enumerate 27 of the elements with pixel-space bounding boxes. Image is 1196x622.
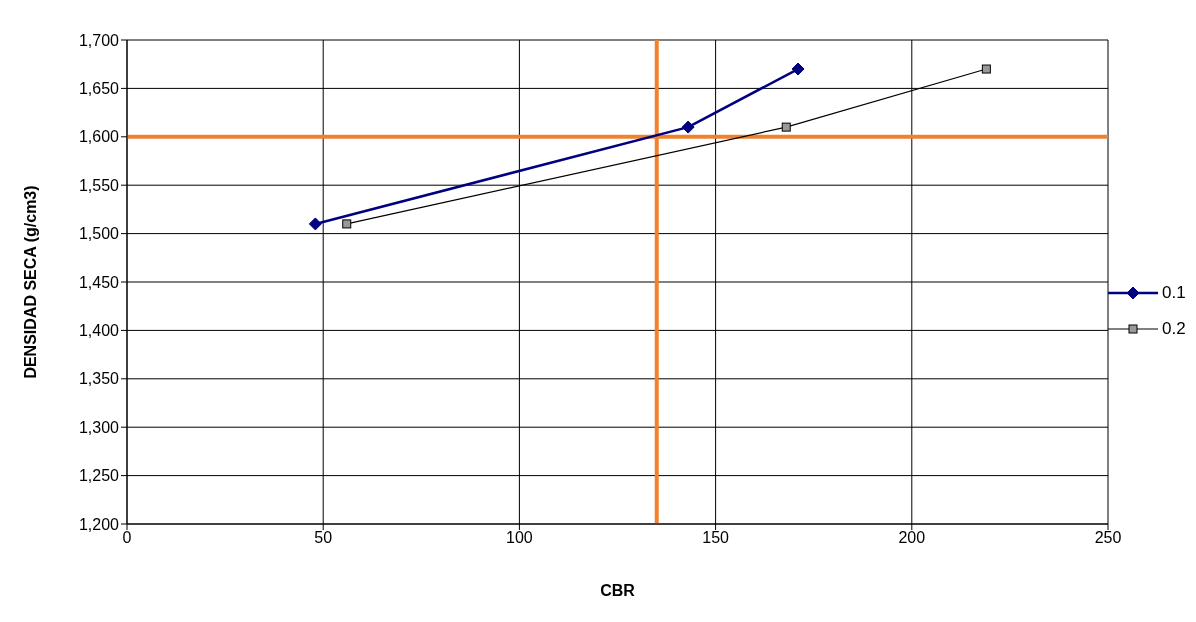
y-tick-label: 1,250 xyxy=(78,467,120,485)
point xyxy=(981,64,991,74)
legend-label: 0.2 xyxy=(1162,319,1186,339)
x-axis-title: CBR xyxy=(600,582,636,599)
x-tick-label: 0 xyxy=(122,529,132,547)
point xyxy=(308,217,322,231)
y-tick-label: 1,350 xyxy=(78,370,120,388)
x-tick-label: 50 xyxy=(314,529,333,547)
y-tick-label: 1,300 xyxy=(78,418,120,436)
y-tick-label: 1,650 xyxy=(78,80,120,98)
y-tick-label: 1,500 xyxy=(78,225,120,243)
x-tick-label: 250 xyxy=(1094,529,1122,547)
point xyxy=(342,219,352,229)
y-axis-title: DENSIDAD SECA (g/cm3) xyxy=(21,185,39,379)
x-tick-label: 150 xyxy=(702,529,730,547)
y-tick-label: 1,450 xyxy=(78,273,120,291)
x-tick-label: 100 xyxy=(506,529,533,547)
y-tick-label: 1,400 xyxy=(78,322,120,340)
y-tick-label: 1,200 xyxy=(78,515,120,533)
legend-label: 0.1 xyxy=(1162,283,1186,303)
point xyxy=(791,62,805,76)
y-tick-label: 1,700 xyxy=(78,31,120,49)
point xyxy=(781,122,791,132)
x-tick-label: 200 xyxy=(898,529,926,547)
point xyxy=(681,120,695,134)
y-tick-label: 1,550 xyxy=(78,176,120,194)
y-tick-label: 1,600 xyxy=(78,128,120,146)
